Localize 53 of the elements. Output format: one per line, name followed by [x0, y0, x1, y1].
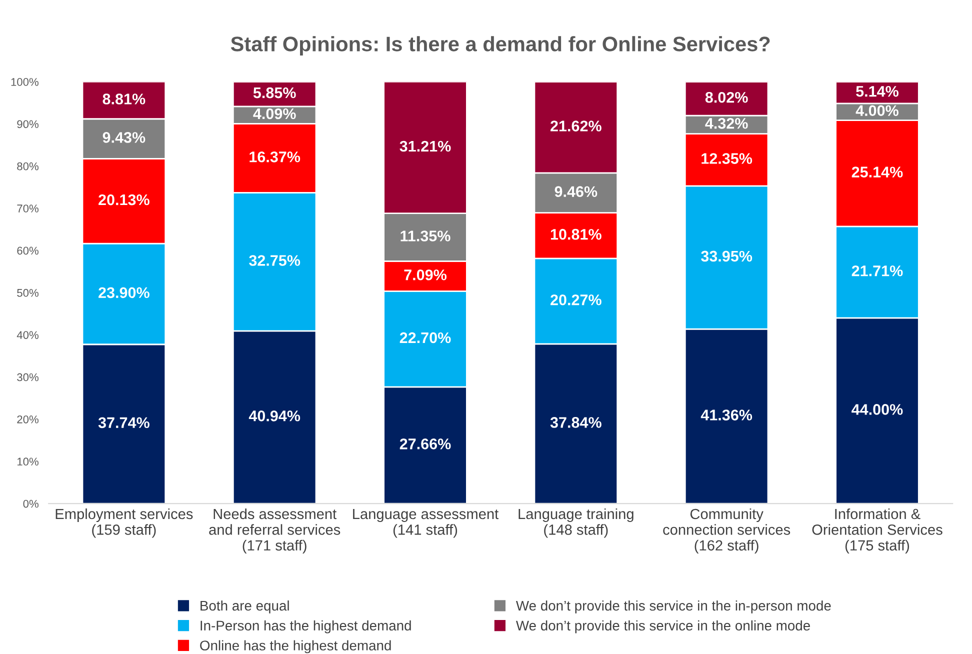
data-label: 8.81%: [102, 94, 146, 104]
data-label: 22.70%: [400, 332, 451, 344]
legend-label: Online has the highest demand: [200, 640, 391, 654]
y-tick-label: 70%: [17, 204, 38, 212]
y-tick-label: 80%: [17, 162, 38, 170]
data-label: 23.90%: [98, 287, 150, 298]
x-tick-label: Needs assessment and referral services (171 staff): [209, 508, 340, 554]
data-label: 16.37%: [250, 151, 300, 162]
x-tick-label: Language training (148 staff): [518, 508, 634, 538]
y-tick-label: 10%: [17, 458, 38, 466]
data-label: 41.36%: [700, 410, 752, 420]
data-label: 32.75%: [249, 255, 300, 266]
data-label: 5.14%: [856, 86, 898, 97]
data-label: 8.02%: [705, 92, 748, 103]
data-label: 37.74%: [98, 417, 150, 428]
data-label: 25.14%: [852, 166, 903, 178]
legend-label: In-Person has the highest demand: [200, 620, 411, 634]
data-label: 20.27%: [550, 294, 602, 306]
legend-label: We don’t provide this service in the in-person mode: [516, 600, 831, 614]
x-tick-label: Employment services (159 staff): [56, 508, 193, 538]
x-tick-label: Information & Orientation Services (175 staff): [812, 508, 942, 554]
data-label: 33.95%: [701, 250, 752, 262]
data-label: 5.85%: [253, 87, 296, 98]
y-tick-label: 20%: [17, 415, 38, 424]
data-label: 27.66%: [400, 438, 451, 450]
x-tick-label: Language assessment (141 staff): [353, 508, 499, 538]
data-label: 20.13%: [98, 194, 150, 206]
data-label: 12.35%: [702, 153, 752, 164]
data-label: 9.43%: [102, 132, 146, 143]
chart-title: Staff Opinions: Is there a demand for Online Services?: [230, 36, 770, 56]
data-label: 7.09%: [404, 269, 447, 280]
data-label: 10.81%: [550, 228, 602, 240]
data-label: 4.00%: [856, 105, 898, 116]
y-tick-label: 60%: [17, 246, 38, 255]
y-tick-label: 30%: [17, 373, 38, 382]
data-label: 21.71%: [852, 265, 903, 276]
y-tick-label: 0%: [23, 500, 38, 508]
data-label: 11.35%: [400, 230, 450, 242]
y-tick-label: 100%: [11, 78, 38, 86]
legend-label: Both are equal: [200, 600, 289, 614]
data-label: 37.84%: [550, 417, 602, 428]
y-tick-label: 50%: [17, 288, 38, 297]
y-tick-label: 90%: [17, 120, 38, 128]
x-tick-label: Community connection services (162 staff): [663, 508, 790, 554]
data-label: 4.09%: [253, 108, 296, 120]
data-label: 9.46%: [554, 186, 598, 198]
data-label: 40.94%: [248, 410, 300, 422]
data-label: 4.32%: [705, 118, 748, 129]
legend-label: We don’t provide this service in the online mode: [516, 620, 810, 634]
data-label: 21.62%: [550, 120, 602, 132]
y-tick-label: 40%: [16, 331, 38, 339]
data-label: 44.00%: [852, 404, 903, 415]
data-label: 31.21%: [400, 140, 451, 152]
